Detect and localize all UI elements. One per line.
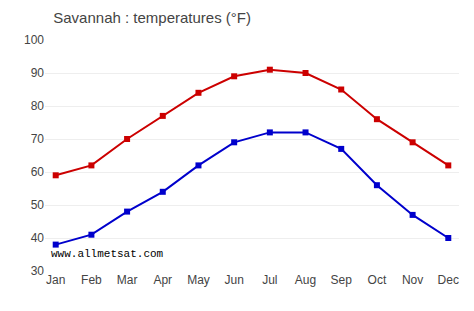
- svg-text:Mar: Mar: [117, 273, 138, 287]
- svg-text:50: 50: [31, 198, 45, 212]
- svg-text:100: 100: [24, 33, 44, 47]
- svg-text:Jun: Jun: [224, 273, 243, 287]
- svg-text:Jan: Jan: [46, 273, 65, 287]
- svg-text:90: 90: [31, 66, 45, 80]
- svg-text:80: 80: [31, 99, 45, 113]
- svg-text:70: 70: [31, 132, 45, 146]
- svg-text:May: May: [187, 273, 210, 287]
- svg-text:Sep: Sep: [331, 273, 353, 287]
- svg-text:40: 40: [31, 231, 45, 245]
- svg-text:Oct: Oct: [368, 273, 387, 287]
- svg-text:60: 60: [31, 165, 45, 179]
- svg-text:Jul: Jul: [262, 273, 277, 287]
- svg-text:Dec: Dec: [438, 273, 459, 287]
- svg-text:www.allmetsat.com: www.allmetsat.com: [51, 248, 164, 260]
- svg-text:Savannah : temperatures (°F): Savannah : temperatures (°F): [53, 9, 251, 26]
- svg-text:30: 30: [31, 264, 45, 278]
- svg-text:Feb: Feb: [81, 273, 102, 287]
- svg-text:Aug: Aug: [295, 273, 316, 287]
- svg-text:Apr: Apr: [153, 273, 172, 287]
- svg-text:Nov: Nov: [402, 273, 423, 287]
